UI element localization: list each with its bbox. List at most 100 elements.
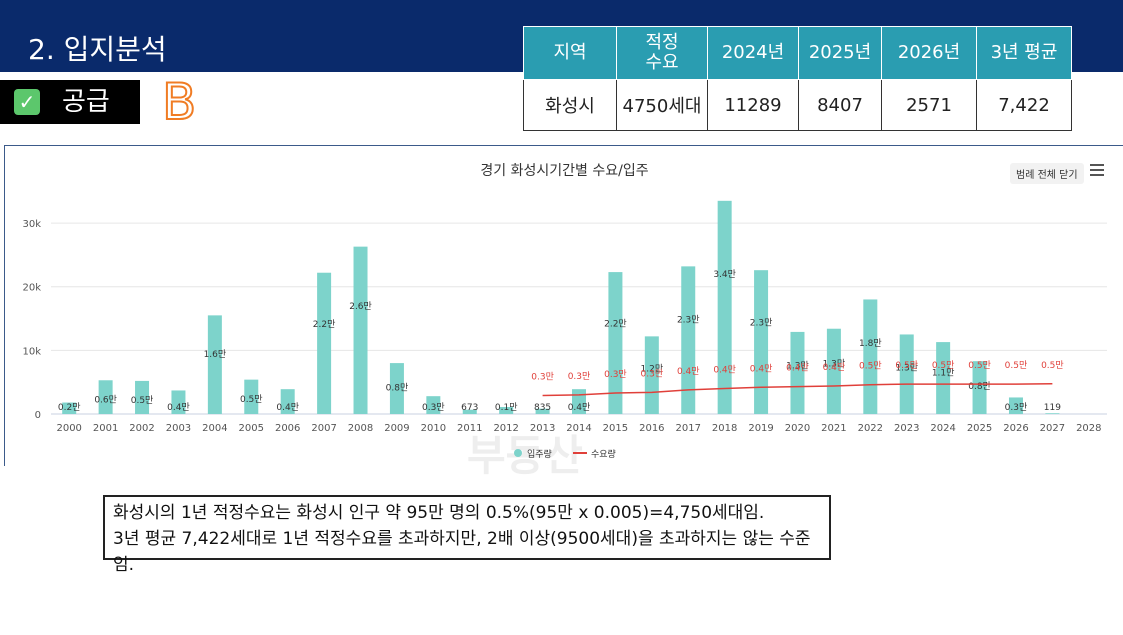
table-header-row: 지역 적정 수요 2024년 2025년 2026년 3년 평균 — [523, 26, 1072, 80]
bar — [426, 396, 441, 414]
bar — [681, 266, 696, 414]
bar — [244, 379, 259, 414]
line-data-label: 0.4만 — [677, 366, 700, 377]
supply-label: 공급 — [62, 87, 110, 117]
bar — [899, 334, 914, 414]
bar-data-label: 1.3만 — [823, 358, 846, 369]
bar — [790, 331, 805, 414]
table-header: 2024년 — [707, 26, 799, 80]
table-cell: 11289 — [707, 79, 799, 131]
chart-panel: 경기 화성시기간별 수요/입주 범례 전체 닫기 부동산 0 10k 20k 30k 2… — [4, 145, 1123, 480]
bar — [389, 363, 404, 414]
line-data-label: 0.5만 — [932, 360, 955, 371]
bar — [972, 361, 987, 414]
legend-marker — [514, 449, 522, 457]
y-tick-label: 20k — [22, 283, 41, 294]
bar-data-label: 2.3만 — [677, 315, 700, 326]
bar-data-label: 0.1만 — [495, 402, 518, 413]
chart-title: 경기 화성시기간별 수요/입주 — [480, 163, 649, 179]
line-data-label: 0.4만 — [750, 363, 773, 374]
line-data-label: 0.5만 — [1041, 360, 1064, 371]
bar-data-label: 0.3만 — [422, 402, 445, 413]
legend-label: 입주량 — [527, 448, 552, 460]
x-tick-label: 2002 — [129, 423, 154, 434]
x-tick-label: 2004 — [202, 423, 227, 434]
grade-letter: B — [161, 72, 197, 132]
chart-plot: 0 10k 20k 30k 2000 0.2만 2001 0.6만 2002 0.5만 2003 0.… — [22, 200, 1107, 460]
bar — [207, 315, 222, 414]
bar-data-label: 1.2만 — [641, 364, 664, 375]
note-box: 화성시의 1년 적정수요는 화성시 인구 약 95만 명의 0.5%(95만 x… — [103, 495, 831, 575]
table-cell: 4750세대 — [616, 79, 708, 131]
x-tick-label: 2012 — [493, 423, 518, 434]
menu-icon[interactable] — [1090, 164, 1104, 179]
bar-data-label: 2.6만 — [349, 301, 372, 312]
x-tick-label: 2015 — [603, 423, 628, 434]
bar-data-label: 0.4만 — [167, 402, 190, 413]
x-tick-label: 2005 — [239, 423, 264, 434]
table-header: 지역 — [523, 26, 617, 80]
bar-data-label: 0.4만 — [568, 402, 591, 413]
x-tick-label: 2024 — [930, 423, 955, 434]
demand-table: 지역 적정 수요 2024년 2025년 2026년 3년 평균 화성시 475… — [523, 26, 1072, 131]
x-tick-label: 2009 — [384, 423, 409, 434]
legend-close-button[interactable]: 범례 전체 닫기 — [1010, 163, 1084, 184]
page-title: 2. 입지분석 — [28, 33, 167, 66]
bar-data-label: 0.5만 — [131, 395, 154, 406]
bar — [462, 409, 477, 414]
line-data-label: 0.3만 — [604, 369, 627, 380]
bar-data-label: 673 — [461, 403, 478, 413]
bar-data-label: 0.8만 — [386, 382, 409, 393]
line-data-label: 0.4만 — [823, 362, 846, 373]
x-tick-label: 2000 — [56, 423, 81, 434]
bar — [1008, 397, 1023, 414]
bar — [353, 246, 368, 414]
bar — [1045, 413, 1060, 414]
legend-label: 수요량 — [591, 448, 616, 460]
line-data-label: 0.5만 — [895, 360, 918, 371]
table-header: 3년 평균 — [976, 26, 1072, 80]
x-tick-label: 2001 — [93, 423, 118, 434]
x-tick-label: 2006 — [275, 423, 300, 434]
bar — [644, 336, 659, 414]
x-tick-label: 2026 — [1003, 423, 1028, 434]
x-tick-label: 2011 — [457, 423, 482, 434]
note-line: 3년 평균 7,422세대로 1년 적정수요를 초과하지만, 2배 이상(950… — [113, 529, 811, 575]
x-tick-label: 2017 — [676, 423, 701, 434]
bar-data-label: 2.2만 — [604, 319, 627, 330]
x-tick-label: 2010 — [421, 423, 446, 434]
x-tick-label: 2025 — [967, 423, 992, 434]
y-tick-label: 0 — [35, 410, 41, 421]
bar — [826, 328, 841, 414]
watermark: 부동산 — [467, 431, 583, 480]
x-tick-label: 2020 — [785, 423, 810, 434]
line-data-label: 0.4만 — [786, 363, 809, 374]
bar-data-label: 835 — [534, 403, 551, 413]
bar — [62, 402, 77, 414]
supply-badge: ✓ 공급 — [0, 80, 140, 124]
note-line: 화성시의 1년 적정수요는 화성시 인구 약 95만 명의 0.5%(95만 x… — [113, 503, 765, 523]
x-tick-label: 2018 — [712, 423, 737, 434]
bar-data-label: 2.2만 — [313, 319, 336, 330]
bar — [280, 389, 295, 414]
table-row: 화성시 4750세대 11289 8407 2571 7,422 — [523, 79, 1072, 131]
checkbox-icon: ✓ — [14, 89, 40, 115]
bar-data-label: 1.6만 — [204, 349, 227, 360]
x-tick-label: 2019 — [748, 423, 773, 434]
bar-data-label: 0.8만 — [968, 381, 991, 392]
bar-data-label: 1.1만 — [932, 368, 955, 379]
demand-line — [542, 383, 1053, 397]
bar — [535, 408, 550, 414]
bar-data-label: 0.5만 — [240, 394, 263, 405]
bar-data-label: 1.3만 — [786, 361, 809, 372]
line-data-label: 0.3만 — [531, 372, 554, 383]
bar-data-label: 0.2만 — [58, 402, 81, 413]
bar — [135, 380, 150, 414]
x-tick-label: 2003 — [166, 423, 191, 434]
x-tick-label: 2022 — [858, 423, 883, 434]
bar-data-label: 0.6만 — [94, 394, 117, 405]
bar — [717, 200, 732, 414]
bar-data-label: 0.4만 — [276, 402, 299, 413]
bar — [171, 390, 186, 414]
line-data-label: 0.3만 — [641, 368, 664, 379]
